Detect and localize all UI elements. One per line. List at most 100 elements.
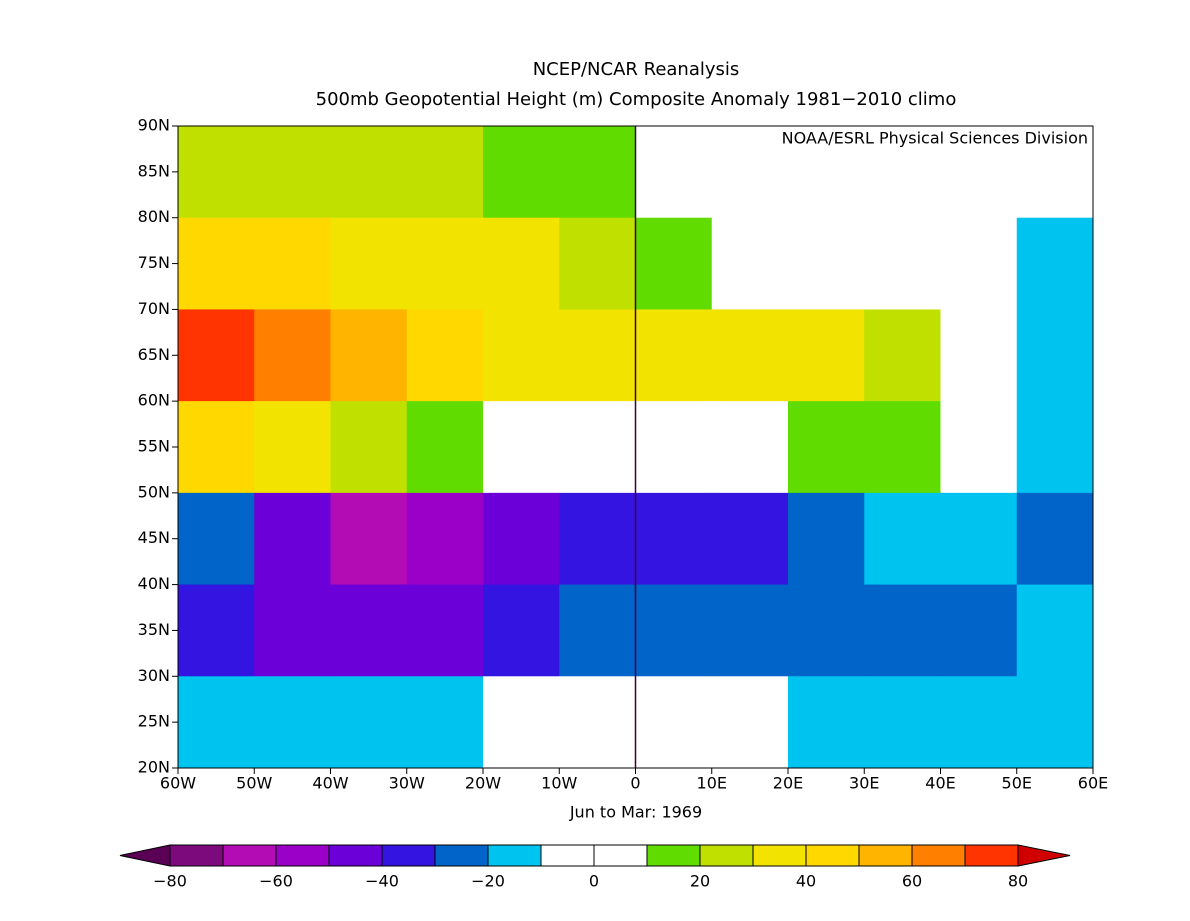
colorbar-box xyxy=(593,844,648,867)
anomaly-cell xyxy=(864,584,941,677)
anomaly-cell xyxy=(406,401,484,494)
credit-box xyxy=(735,127,1092,153)
chart-title: NCEP/NCAR Reanalysis xyxy=(533,59,740,80)
x-tick-label: 10E xyxy=(697,774,727,793)
anomaly-cell xyxy=(483,492,560,586)
anomaly-cell xyxy=(635,584,713,677)
anomaly-cell xyxy=(940,309,1018,402)
y-tick-label: 80N xyxy=(138,207,170,226)
colorbar-box xyxy=(752,844,807,867)
colorbar-tick-label: −20 xyxy=(471,872,505,891)
anomaly-cell xyxy=(483,401,560,494)
colorbar-tick-label: −60 xyxy=(259,872,293,891)
anomaly-cell xyxy=(178,492,255,586)
anomaly-cell xyxy=(635,492,713,586)
colorbar-box xyxy=(805,844,860,867)
anomaly-cell xyxy=(864,309,941,402)
colorbar-tick-label: −80 xyxy=(153,872,187,891)
anomaly-cell xyxy=(559,584,636,677)
x-tick-label: 30E xyxy=(849,774,879,793)
anomaly-cell xyxy=(635,401,713,494)
x-tick-label: 50E xyxy=(1002,774,1032,793)
anomaly-cell xyxy=(330,676,408,769)
anomaly-cell xyxy=(254,217,331,310)
anomaly-cell xyxy=(178,584,255,677)
overlay: NOAA/ESRL Physical Sciences Division 20N 2… xyxy=(138,116,1109,793)
anomaly-cell xyxy=(864,492,941,586)
anomaly-cell xyxy=(788,584,865,677)
anomaly-cell xyxy=(178,309,255,402)
colorbar-box xyxy=(222,844,277,867)
anomaly-cell xyxy=(483,584,560,677)
anomaly-cell xyxy=(940,492,1018,586)
anomaly-cell xyxy=(788,401,865,494)
colorbar-box xyxy=(169,844,224,867)
y-tick-label: 85N xyxy=(138,161,170,180)
x-tick-label: 40E xyxy=(925,774,955,793)
anomaly-cell xyxy=(406,584,484,677)
colorbar-box xyxy=(858,844,913,867)
colorbar-box xyxy=(275,844,330,867)
y-tick-label: 90N xyxy=(138,116,170,135)
anomaly-cell xyxy=(559,126,636,219)
anomaly-cell xyxy=(254,584,331,677)
colorbar-box xyxy=(328,844,383,867)
colorbar-over xyxy=(1017,844,1071,867)
anomaly-cell xyxy=(178,217,255,310)
x-tick-label: 0 xyxy=(630,774,640,793)
y-tick-label: 65N xyxy=(138,345,170,364)
credit: NOAA/ESRL Physical Sciences Division xyxy=(782,129,1088,148)
anomaly-cell xyxy=(483,309,560,402)
anomaly-cell xyxy=(711,676,789,769)
y-tick-label: 70N xyxy=(138,299,170,318)
anomaly-cell xyxy=(864,401,941,494)
colorbar-tick-label: 0 xyxy=(589,872,599,891)
anomaly-cell xyxy=(711,492,789,586)
anomaly-cell xyxy=(788,492,865,586)
anomaly-cell xyxy=(330,584,408,677)
anomaly-cell xyxy=(406,676,484,769)
anomaly-cell xyxy=(559,492,636,586)
anomaly-cell xyxy=(178,676,255,769)
anomaly-cell xyxy=(254,492,331,586)
colorbar-box xyxy=(540,844,595,867)
anomaly-cell xyxy=(330,401,408,494)
x-tick-label: 60W xyxy=(160,774,196,793)
anomaly-cell xyxy=(940,217,1018,310)
colorbar-box xyxy=(911,844,966,867)
anomaly-cell xyxy=(711,584,789,677)
y-tick-label: 40N xyxy=(138,574,170,593)
anomaly-cell xyxy=(711,217,789,310)
y-tick-label: 45N xyxy=(138,528,170,547)
anomaly-cell xyxy=(559,401,636,494)
x-tick-label: 60E xyxy=(1078,774,1108,793)
x-tick-label: 20E xyxy=(773,774,803,793)
y-tick-label: 55N xyxy=(138,437,170,456)
y-tick-label: 30N xyxy=(138,666,170,685)
anomaly-cell xyxy=(483,676,560,769)
anomaly-cell xyxy=(330,492,408,586)
anomaly-cell xyxy=(330,126,408,219)
anomaly-cell xyxy=(788,676,865,769)
y-tick-label: 75N xyxy=(138,253,170,272)
colorbar-under xyxy=(119,844,171,867)
anomaly-cell xyxy=(254,401,331,494)
anomaly-cell xyxy=(635,676,713,769)
x-tick-label: 50W xyxy=(236,774,272,793)
y-tick-label: 35N xyxy=(138,620,170,639)
x-axis-label: Jun to Mar: 1969 xyxy=(569,803,702,822)
colorbar-tick-label: −40 xyxy=(365,872,399,891)
anomaly-cell xyxy=(254,309,331,402)
y-tick-label: 60N xyxy=(138,391,170,410)
anomaly-cell xyxy=(711,309,789,402)
anomaly-cell xyxy=(940,584,1018,677)
anomaly-cell xyxy=(330,217,408,310)
colorbar-box xyxy=(381,844,436,867)
anomaly-cell xyxy=(940,401,1018,494)
anomaly-cell xyxy=(483,217,560,310)
anomaly-cell xyxy=(559,676,636,769)
y-tick-label: 50N xyxy=(138,482,170,501)
anomaly-cell xyxy=(178,126,255,219)
anomaly-cell xyxy=(254,126,331,219)
